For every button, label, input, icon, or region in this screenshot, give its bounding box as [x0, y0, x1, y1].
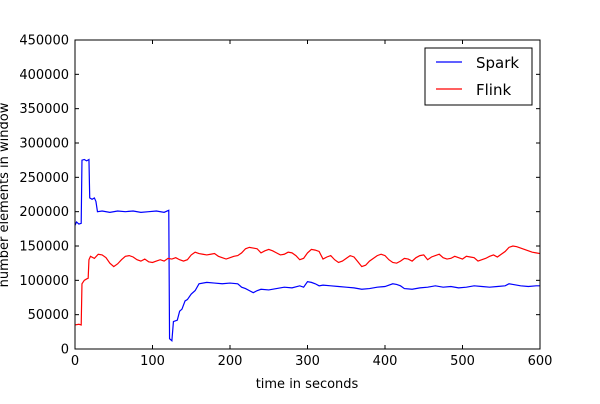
y-tick-label: 150000 — [19, 240, 69, 255]
series-line-flink — [74, 245, 541, 326]
y-axis-label: number elements in window — [0, 102, 12, 287]
series-line-spark — [74, 158, 540, 343]
legend-box — [424, 47, 533, 106]
legend-label-spark: Spark — [476, 54, 519, 72]
y-tick-label: 50000 — [28, 308, 69, 323]
x-tick-label: 0 — [71, 354, 79, 369]
x-axis: 0 100 200 300 400 500 600 — [71, 40, 553, 369]
y-tick-label: 200000 — [19, 205, 69, 220]
legend-label-flink: Flink — [476, 81, 511, 99]
x-tick-label: 200 — [218, 354, 243, 369]
x-tick-label: 400 — [373, 354, 398, 369]
y-tick-label: 300000 — [19, 137, 69, 152]
y-tick-label: 100000 — [19, 274, 69, 289]
x-tick-label: 500 — [450, 354, 475, 369]
y-tick-label: 250000 — [19, 171, 69, 186]
legend: Spark Flink — [424, 47, 533, 106]
x-axis-label: time in seconds — [256, 377, 359, 392]
y-tick-label: 450000 — [19, 34, 69, 49]
y-tick-label: 0 — [61, 343, 69, 358]
y-tick-label: 400000 — [19, 68, 69, 83]
y-tick-label: 350000 — [19, 102, 69, 117]
y-axis: 0 50000 100000 150000 200000 250000 300000 3500… — [19, 34, 540, 358]
plot-series — [74, 158, 541, 343]
x-tick-label: 300 — [295, 354, 320, 369]
x-tick-label: 600 — [528, 354, 553, 369]
x-tick-label: 100 — [140, 354, 165, 369]
